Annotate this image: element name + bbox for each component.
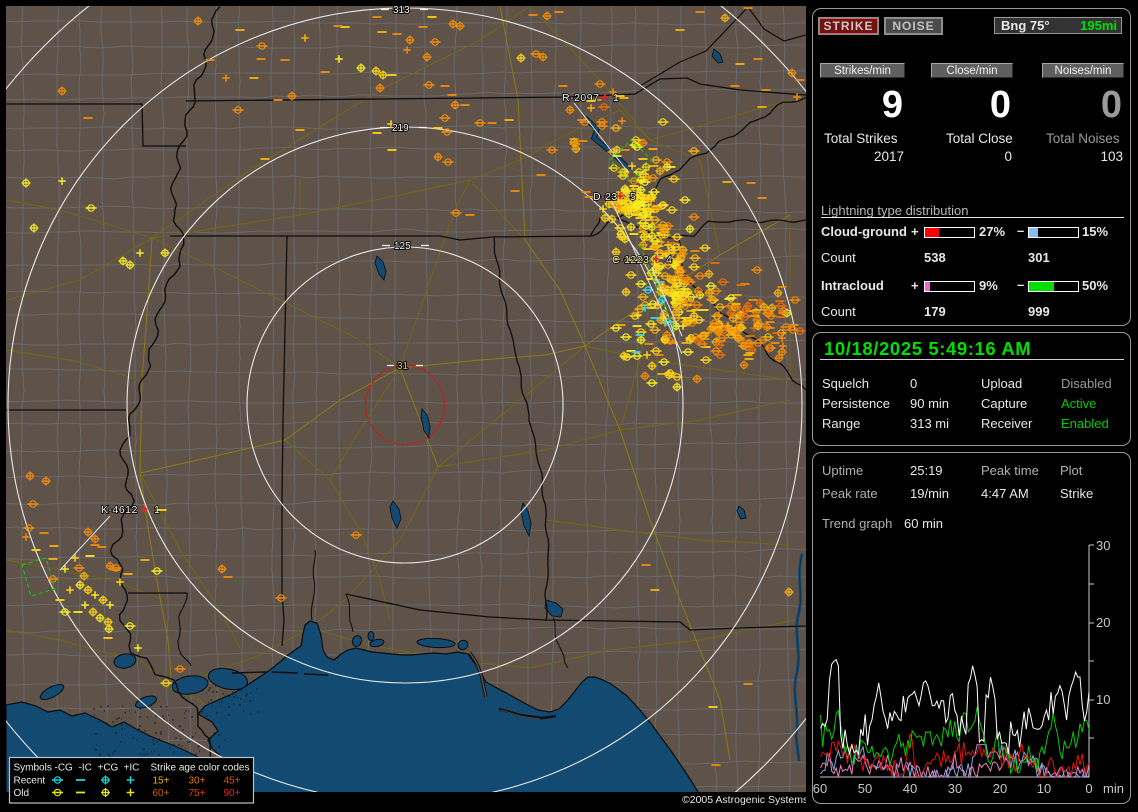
svg-text:313: 313 bbox=[393, 6, 410, 16]
svg-text:min: min bbox=[1103, 781, 1124, 796]
svg-text:50: 50 bbox=[858, 781, 872, 796]
svg-text:1: 1 bbox=[154, 504, 160, 516]
svg-text:30: 30 bbox=[1096, 538, 1110, 553]
svg-text:75+: 75+ bbox=[189, 788, 206, 799]
svg-text:20: 20 bbox=[993, 781, 1007, 796]
svg-text:Strike age color codes: Strike age color codes bbox=[151, 763, 250, 774]
svg-text:15+: 15+ bbox=[153, 776, 170, 787]
svg-text:5: 5 bbox=[630, 191, 636, 203]
svg-text:30: 30 bbox=[948, 781, 962, 796]
svg-text:+IC: +IC bbox=[124, 763, 140, 774]
svg-text:C-1223: C-1223 bbox=[612, 254, 649, 266]
svg-text:Old: Old bbox=[14, 788, 30, 799]
svg-text:R-2097: R-2097 bbox=[562, 92, 599, 104]
svg-text:31: 31 bbox=[397, 361, 409, 372]
svg-text:©2005 Astrogenic Systems: ©2005 Astrogenic Systems bbox=[682, 794, 806, 806]
svg-text:125: 125 bbox=[394, 241, 411, 252]
svg-text:40: 40 bbox=[903, 781, 917, 796]
svg-text:0: 0 bbox=[1085, 781, 1092, 796]
svg-text:-IC: -IC bbox=[79, 763, 92, 774]
svg-text:-CG: -CG bbox=[55, 763, 74, 774]
svg-text:+CG: +CG bbox=[98, 763, 119, 774]
svg-text:K-4612: K-4612 bbox=[101, 504, 138, 516]
svg-text:Symbols: Symbols bbox=[14, 763, 52, 774]
svg-text:Recent: Recent bbox=[14, 776, 46, 787]
svg-text:4: 4 bbox=[666, 254, 672, 266]
svg-text:30+: 30+ bbox=[189, 776, 206, 787]
svg-text:219: 219 bbox=[392, 123, 409, 134]
svg-text:1: 1 bbox=[613, 92, 619, 104]
svg-text:10: 10 bbox=[1096, 692, 1110, 707]
svg-text:60: 60 bbox=[813, 781, 827, 796]
svg-text:D-23: D-23 bbox=[593, 191, 618, 203]
svg-text:10: 10 bbox=[1037, 781, 1051, 796]
svg-text:90+: 90+ bbox=[224, 788, 241, 799]
svg-text:20: 20 bbox=[1096, 615, 1110, 630]
svg-text:45+: 45+ bbox=[224, 776, 241, 787]
svg-text:60+: 60+ bbox=[153, 788, 170, 799]
